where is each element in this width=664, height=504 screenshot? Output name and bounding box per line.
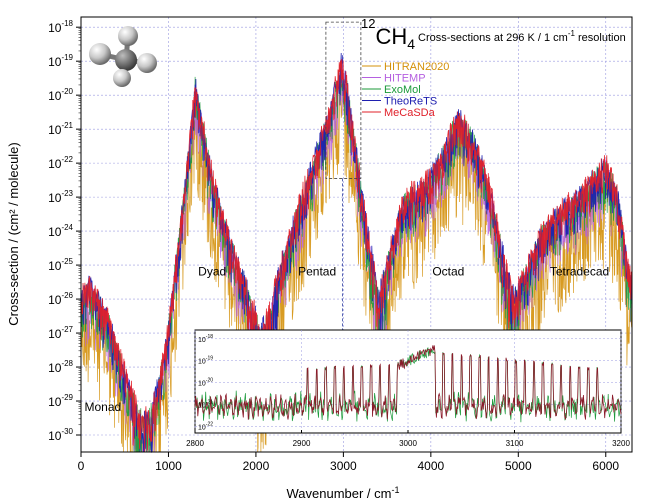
y-tick-label: 10-20 [48, 87, 73, 103]
y-tick-label: 10-19 [48, 53, 73, 69]
zoom-region-box [325, 21, 362, 330]
chart-title: 12CH4 Cross-sections at 296 K / 1 cm-1 re… [361, 16, 626, 52]
hydrogen-atom [118, 26, 138, 46]
axis-ticks: 0 1000 2000 3000 4000 5000 6000 10-30 10-29 10-28… [48, 19, 619, 473]
hydrogen-atom [89, 43, 111, 65]
band-annotations: Monad Dyad Pentad Octad Tetradecad [85, 264, 610, 414]
zoom-rectangle [325, 21, 362, 179]
inset-x-tick-label: 2900 [293, 439, 311, 448]
inset-x-tick-label: 2800 [186, 439, 204, 448]
inset-x-tick-label: 3200 [612, 439, 630, 448]
y-tick-label: 10-30 [48, 427, 73, 443]
inset-y-tick-label: 10-19 [198, 356, 213, 366]
inset-y-tick-label: 10-22 [198, 421, 213, 431]
spectra-lines [80, 52, 633, 454]
y-tick-label: 10-18 [48, 19, 73, 35]
inset-x-tick-label: 3000 [399, 439, 417, 448]
y-axis-label: Cross-section / (cm² / molecule) [6, 142, 21, 325]
y-tick-label: 10-24 [48, 223, 73, 239]
hydrogen-atom [113, 69, 131, 87]
inset-x-tick-label: 3100 [506, 439, 524, 448]
x-axis-label: Wavenumber / cm-1 [286, 485, 399, 501]
y-tick-label: 10-29 [48, 393, 73, 409]
y-tick-label: 10-26 [48, 291, 73, 307]
legend-entry-exomol: ExoMol [384, 84, 421, 96]
annotation-octad: Octad [432, 264, 464, 278]
y-tick-label: 10-27 [48, 325, 73, 341]
x-tick-label: 1000 [155, 459, 182, 473]
inset-y-tick-label: 10-20 [198, 378, 213, 388]
y-tick-label: 10-23 [48, 189, 73, 205]
carbon-atom [115, 49, 137, 71]
inset-frame [194, 329, 622, 434]
methane-molecule-icon [89, 26, 157, 87]
annotation-tetradecad: Tetradecad [550, 264, 609, 278]
x-tick-label: 3000 [330, 459, 357, 473]
annotation-monad: Monad [85, 400, 122, 414]
legend-entry-theorets: TheoReTS [384, 96, 437, 108]
y-tick-label: 10-21 [48, 121, 73, 137]
x-tick-label: 6000 [592, 459, 619, 473]
annotation-pentad: Pentad [298, 264, 336, 278]
inset-chart: 2800 2900 3000 3100 3200 10-22 10-21 10-20 10-19… [186, 329, 630, 448]
hydrogen-atom [137, 53, 157, 73]
inset-y-tick-label: 10-18 [198, 334, 213, 344]
legend-entry-hitemp: HITEMP [384, 73, 426, 85]
inset-y-tick-label: 10-21 [198, 400, 213, 410]
x-tick-label: 2000 [243, 459, 270, 473]
legend-entry-mecasda: MeCaSDa [384, 107, 436, 119]
x-tick-label: 4000 [417, 459, 444, 473]
annotation-dyad: Dyad [198, 264, 226, 278]
y-tick-label: 10-25 [48, 257, 73, 273]
x-tick-label: 0 [78, 459, 85, 473]
y-tick-label: 10-22 [48, 155, 73, 171]
series-line-mecasda [80, 58, 633, 453]
y-tick-label: 10-28 [48, 359, 73, 375]
inset-series-mecasda [194, 345, 622, 421]
legend-entry-hitran2020: HITRAN2020 [384, 61, 449, 73]
x-tick-label: 5000 [505, 459, 532, 473]
